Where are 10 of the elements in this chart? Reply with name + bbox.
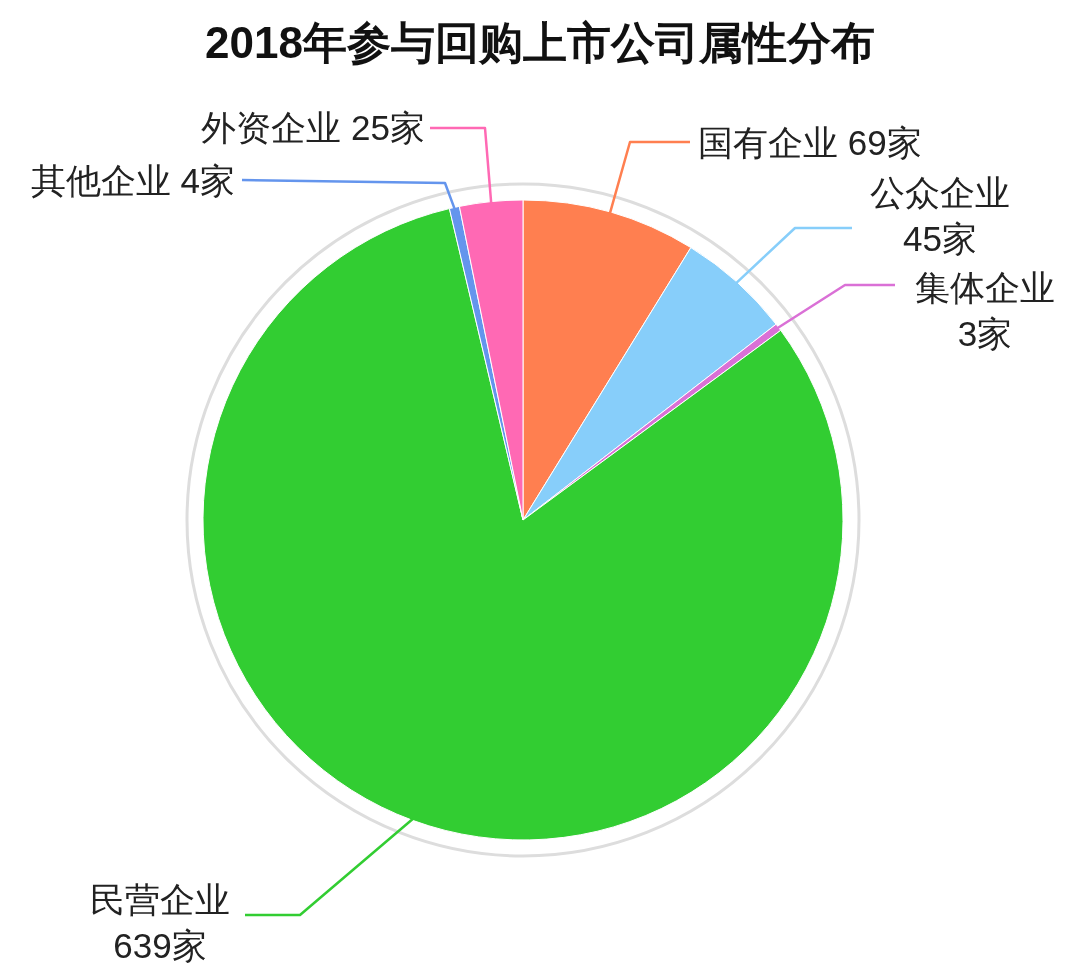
- data-label: 45家: [903, 219, 977, 258]
- chart-title: 2018年参与回购上市公司属性分布: [205, 18, 875, 67]
- slice-label: 民营企业: [90, 880, 230, 919]
- slice-label: 公众企业: [870, 173, 1010, 212]
- slice-label: 其他企业 4家: [30, 161, 235, 200]
- slice-label: 外资企业 25家: [201, 108, 425, 147]
- slice-label: 集体企业: [915, 268, 1055, 307]
- slice-label: 国有企业 69家: [698, 123, 922, 162]
- data-label: 639家: [113, 926, 207, 965]
- data-label: 3家: [957, 314, 1013, 353]
